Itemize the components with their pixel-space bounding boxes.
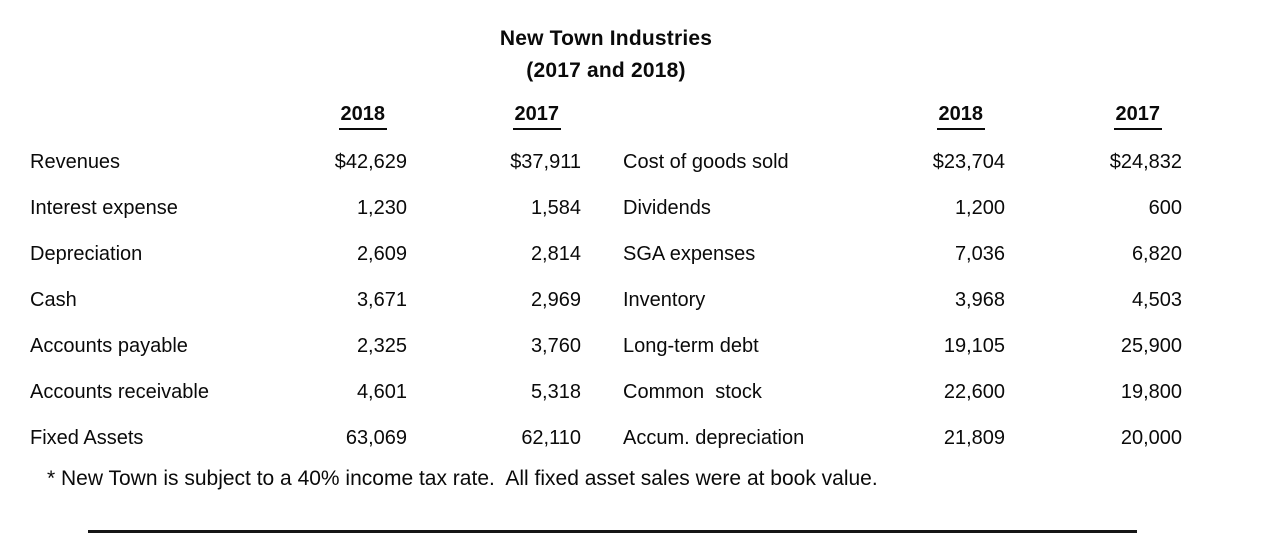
- row-label: Revenues: [30, 150, 121, 173]
- value-2018: 1,200: [954, 196, 1005, 219]
- document-title: New Town Industries (2017 and 2018): [30, 23, 1182, 87]
- row-label: SGA expenses: [623, 242, 756, 265]
- value-2018: 63,069: [345, 426, 407, 449]
- right-column-header-2017: 2017: [1005, 103, 1182, 130]
- value-2018: $23,704: [932, 150, 1005, 173]
- title-line-1: New Town Industries: [499, 27, 713, 50]
- row-label: Depreciation: [30, 242, 143, 265]
- value-2018: 2,609: [356, 242, 407, 265]
- value-2018: 19,105: [943, 334, 1005, 357]
- value-2017: 5,318: [530, 380, 581, 403]
- row-label: Cash: [30, 288, 77, 311]
- value-2017: 3,760: [530, 334, 581, 357]
- row-label: Interest expense: [30, 196, 178, 219]
- row-label: Long-term debt: [623, 334, 759, 357]
- value-2017: 4,503: [1131, 288, 1182, 311]
- right-column-header-2018: 2018: [863, 103, 1005, 130]
- row-label: Fixed Assets: [30, 426, 144, 449]
- bottom-edge-bar: [88, 530, 1137, 533]
- value-2017: 600: [1148, 196, 1182, 219]
- header-2017-text: 2017: [512, 103, 561, 130]
- left-table: 2018 2017 Revenues $42,629 $37,911 Inter…: [30, 93, 581, 461]
- value-2017: 62,110: [521, 426, 581, 449]
- value-2018: 7,036: [954, 242, 1005, 265]
- value-2018: 1,230: [356, 196, 407, 219]
- header-2018-text: 2018: [936, 103, 985, 130]
- value-2018: 3,968: [954, 288, 1005, 311]
- left-column-header-2018: 2018: [272, 103, 407, 130]
- value-2017: 2,969: [530, 288, 581, 311]
- value-2017: $24,832: [1109, 150, 1182, 173]
- row-label: Cost of goods sold: [623, 150, 789, 173]
- value-2018: 21,809: [943, 426, 1005, 449]
- footnote: * New Town is subject to a 40% income ta…: [47, 467, 878, 490]
- value-2018: 3,671: [356, 288, 407, 311]
- row-label: Dividends: [623, 196, 711, 219]
- header-2017-text: 2017: [1113, 103, 1162, 130]
- value-2018: 4,601: [356, 380, 407, 403]
- value-2017: 2,814: [530, 242, 581, 265]
- value-2017: $37,911: [510, 150, 581, 173]
- value-2017: 19,800: [1120, 380, 1182, 403]
- value-2018: 2,325: [356, 334, 407, 357]
- value-2018: $42,629: [334, 150, 407, 173]
- value-2017: 20,000: [1120, 426, 1182, 449]
- row-label: Common stock: [623, 380, 762, 403]
- row-label: Inventory: [623, 288, 706, 311]
- row-label: Accounts payable: [30, 334, 188, 357]
- row-label: Accum. depreciation: [623, 426, 805, 449]
- value-2017: 1,584: [530, 196, 581, 219]
- value-2017: 25,900: [1120, 334, 1182, 357]
- value-2018: 22,600: [943, 380, 1005, 403]
- header-2018-text: 2018: [338, 103, 387, 130]
- left-column-header-2017: 2017: [407, 103, 581, 130]
- right-table: 2018 2017 Cost of goods sold $23,704 $24…: [623, 93, 1182, 461]
- value-2017: 6,820: [1131, 242, 1182, 265]
- title-line-2: (2017 and 2018): [526, 59, 686, 82]
- row-label: Accounts receivable: [30, 380, 209, 403]
